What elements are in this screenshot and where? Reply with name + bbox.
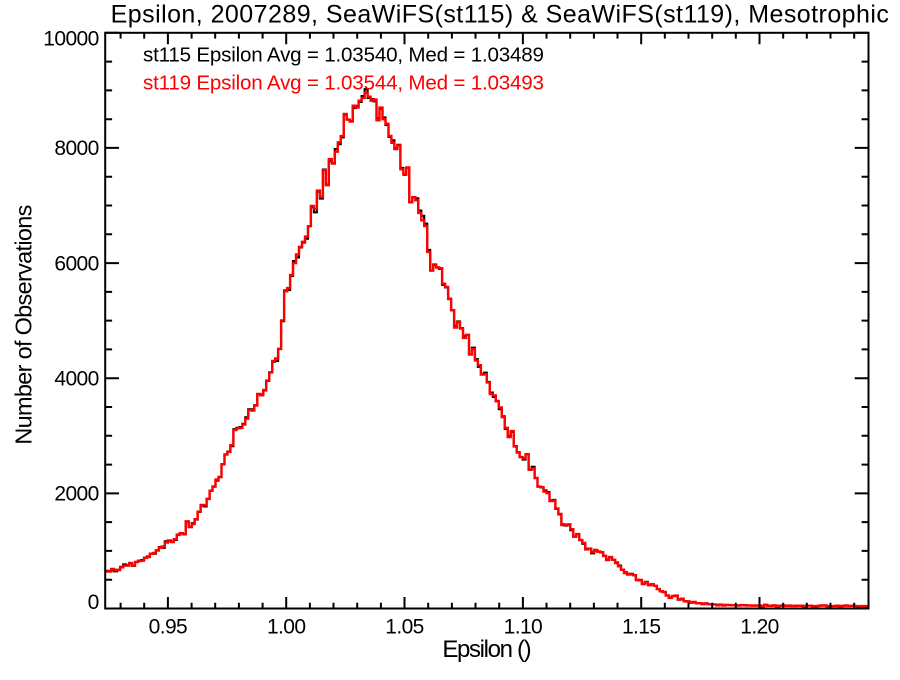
svg-text:8000: 8000 (54, 137, 98, 160)
svg-text:2000: 2000 (54, 483, 98, 506)
svg-text:1.20: 1.20 (740, 616, 778, 639)
svg-text:Epsilon (): Epsilon () (442, 636, 530, 663)
svg-text:st115 Epsilon Avg = 1.03540, M: st115 Epsilon Avg = 1.03540, Med = 1.034… (143, 44, 544, 67)
svg-text:4000: 4000 (54, 367, 98, 390)
svg-text:Number of Observations: Number of Observations (11, 205, 37, 444)
svg-text:1.00: 1.00 (267, 616, 305, 639)
svg-text:10000: 10000 (43, 28, 98, 51)
svg-text:6000: 6000 (54, 252, 98, 275)
svg-text:1.05: 1.05 (385, 616, 423, 639)
svg-text:1.15: 1.15 (622, 616, 660, 639)
svg-text:1.10: 1.10 (504, 616, 542, 639)
svg-text:st119 Epsilon Avg = 1.03544, M: st119 Epsilon Avg = 1.03544, Med = 1.034… (143, 72, 544, 95)
svg-text:Epsilon, 2007289, SeaWiFS(st11: Epsilon, 2007289, SeaWiFS(st115) & SeaWi… (111, 1, 890, 29)
svg-text:0: 0 (88, 591, 99, 614)
svg-text:0.95: 0.95 (149, 616, 187, 639)
